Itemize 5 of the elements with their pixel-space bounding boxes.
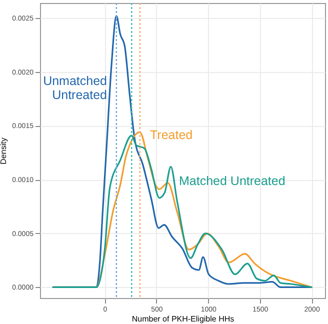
series-label: Matched Untreated: [179, 174, 286, 188]
x-axis-title: Number of PKH-Eligible HHs: [132, 314, 234, 324]
series-label: Unmatched Untreated: [43, 74, 108, 102]
series-label: Treated: [150, 128, 193, 142]
y-axis-title: Density: [0, 138, 8, 164]
